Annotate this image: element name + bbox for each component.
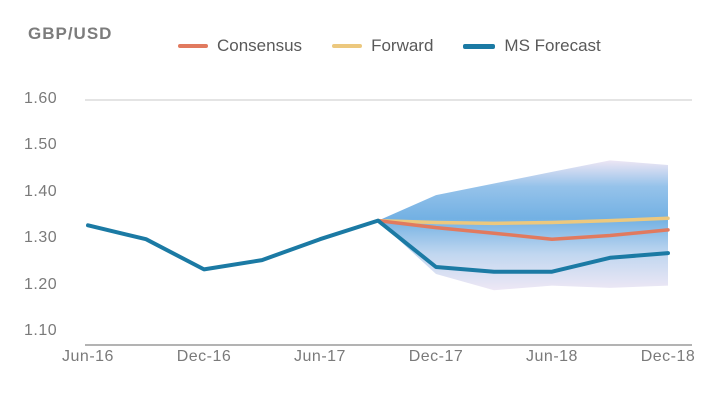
legend-label-consensus: Consensus: [217, 36, 303, 55]
chart-legend: Consensus Forward MS Forecast: [178, 36, 601, 56]
legend-item-consensus[interactable]: Consensus: [178, 36, 302, 56]
legend-label-forward: Forward: [371, 36, 434, 55]
legend-label-ms-forecast: MS Forecast: [504, 36, 601, 55]
uncertainty-band: [378, 160, 668, 291]
forward-line-swatch: [332, 44, 363, 48]
ms-forecast-line-swatch: [463, 43, 496, 49]
ms-forecast-line: [86, 218, 670, 274]
legend-item-ms-forecast[interactable]: MS Forecast: [463, 36, 601, 56]
consensus-line: [376, 218, 670, 241]
consensus-line-swatch: [178, 44, 208, 48]
legend-item-forward[interactable]: Forward: [332, 36, 433, 56]
chart-title: GBP/USD: [28, 24, 113, 43]
forward-line: [376, 216, 670, 226]
